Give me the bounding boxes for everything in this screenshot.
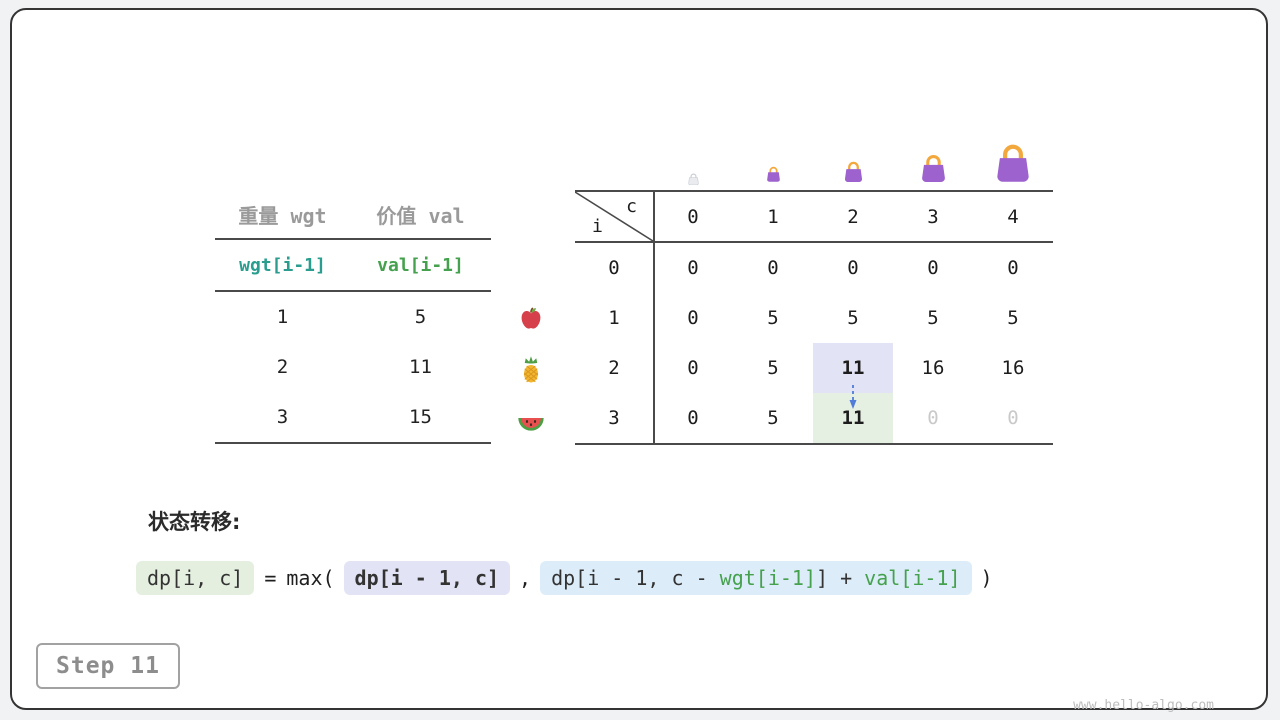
state-transition-formula: dp[i, c] = max( dp[i - 1, c] , dp[i - 1,…	[136, 561, 993, 595]
apple-icon	[516, 304, 546, 334]
step-badge: Step 11	[36, 643, 180, 689]
item-table: 重量 wgt 价值 val wgt[i-1] val[i-1] 1 5 2 11…	[215, 190, 491, 444]
dp-cell-highlight-source: 11	[813, 343, 893, 393]
dp-cell: 5	[847, 307, 859, 329]
state-transition-label: 状态转移:	[148, 510, 241, 534]
item-val: 11	[409, 356, 432, 378]
weight-column-header: 重量 wgt	[238, 203, 327, 228]
dp-row-header: 2	[608, 357, 620, 379]
dp-row-header: 3	[608, 407, 620, 429]
watermelon-icon	[515, 406, 545, 436]
formula-equals: =	[264, 566, 277, 590]
dp-col-header: 1	[767, 205, 779, 228]
dp-cell: 5	[767, 307, 779, 329]
item-wgt: 2	[276, 356, 289, 378]
dp-cell: 5	[767, 407, 779, 429]
dp-col-header: 3	[927, 205, 939, 228]
dp-cell: 0	[767, 257, 779, 279]
bag-icon	[765, 166, 782, 186]
formula-take-term: dp[i - 1, c - wgt[i-1]] + val[i-1]	[540, 561, 972, 595]
item-row: 2 11	[215, 342, 491, 392]
formula-max-open: max(	[286, 566, 335, 590]
dp-table-vertical-divider	[653, 192, 655, 443]
item-val: 5	[414, 306, 427, 328]
dp-col-header: 2	[847, 205, 859, 228]
transition-arrow-icon	[847, 383, 859, 415]
corner-diagonal-line	[575, 192, 653, 241]
dp-row: 2 0 5 11 16 16	[575, 343, 1053, 393]
dp-corner-cell: c i	[575, 192, 653, 241]
val-var-label: val[i-1]	[377, 254, 464, 276]
wgt-var-label: wgt[i-1]	[239, 254, 326, 276]
dp-cell: 0	[927, 257, 939, 279]
dp-cell: 5	[927, 307, 939, 329]
dp-row-header: 1	[608, 307, 620, 329]
dp-cell: 16	[1001, 357, 1025, 379]
bag-icon	[992, 143, 1034, 186]
formula-take-pre: dp[i - 1, c -	[551, 566, 720, 590]
formula-take-mid: ] +	[816, 566, 865, 590]
dp-cell: 0	[847, 257, 859, 279]
dp-row: 0 0 0 0 0 0	[575, 243, 1053, 293]
item-var-label: i	[592, 216, 603, 237]
dp-cell: 0	[1007, 257, 1019, 279]
bag-icon	[918, 154, 949, 186]
item-table-body: 1 5 2 11 3 15	[215, 292, 491, 444]
item-wgt: 1	[276, 306, 289, 328]
item-table-header: 重量 wgt 价值 val	[215, 190, 491, 240]
item-table-var-row: wgt[i-1] val[i-1]	[215, 240, 491, 292]
dp-col-header: 4	[1007, 205, 1019, 228]
item-row: 1 5	[215, 292, 491, 342]
bag-ghost-icon	[687, 170, 700, 189]
bag-icon	[842, 161, 865, 186]
dp-cell: 0	[687, 307, 699, 329]
dp-row-header: 0	[608, 257, 620, 279]
item-wgt: 3	[276, 406, 289, 428]
dp-table: c i 0 1 2 3 4 0 0 0 0 0 0 1 0 5 5 5 5 2	[575, 190, 1053, 445]
capacity-var-label: c	[626, 196, 637, 217]
pineapple-icon	[516, 355, 546, 385]
item-val: 15	[409, 406, 432, 428]
dp-cell: 0	[687, 357, 699, 379]
dp-cell: 16	[921, 357, 945, 379]
dp-table-header: c i 0 1 2 3 4	[575, 192, 1053, 243]
watermark: www.hello-algo.com	[1073, 698, 1214, 713]
formula-take-val: val[i-1]	[864, 566, 961, 590]
dp-cell: 0	[687, 407, 699, 429]
dp-col-header: 0	[687, 205, 699, 228]
value-column-header: 价值 val	[376, 203, 465, 228]
formula-comma: ,	[519, 566, 532, 590]
dp-cell: 0	[687, 257, 699, 279]
item-row: 3 15	[215, 392, 491, 442]
formula-current-term: dp[i, c]	[136, 561, 255, 595]
dp-cell-pending: 0	[1007, 407, 1019, 429]
dp-cell: 5	[767, 357, 779, 379]
dp-row: 3 0 5 11 0 0	[575, 393, 1053, 443]
dp-row: 1 0 5 5 5 5	[575, 293, 1053, 343]
dp-cell: 5	[1007, 307, 1019, 329]
dp-cell-pending: 0	[927, 407, 939, 429]
formula-close-paren: )	[980, 566, 993, 590]
formula-keep-term: dp[i - 1, c]	[343, 561, 511, 595]
formula-take-wgt: wgt[i-1]	[719, 566, 816, 590]
